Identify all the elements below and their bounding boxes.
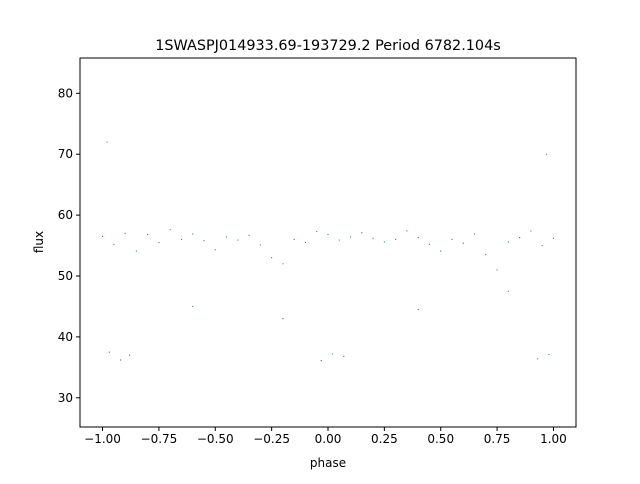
data-point [372,237,374,239]
data-point [108,351,110,353]
data-point [203,240,205,242]
data-point [248,234,250,236]
data-point [304,241,307,244]
data-point [507,290,509,292]
data-point [361,232,363,234]
data-point [331,353,334,355]
y-tick-label: 50 [58,269,73,283]
data-point [282,263,284,265]
data-point [271,257,273,259]
data-point [147,233,149,236]
x-tick-label: 0.75 [484,432,511,446]
data-point [496,269,498,271]
data-point [417,308,419,311]
data-point [169,229,171,231]
data-point [462,242,464,244]
data-point [428,243,431,245]
data-point [282,318,284,320]
data-point [395,238,397,241]
data-point [383,241,385,243]
data-point [237,239,239,241]
data-point [519,237,521,239]
y-tick-label: 40 [58,330,73,344]
y-tick-label: 60 [58,208,73,222]
x-tick-label: −0.50 [197,432,234,446]
data-point [548,353,550,356]
chart-title: 1SWASPJ014933.69-193729.2 Period 6782.10… [155,38,501,54]
data-point [451,238,453,241]
data-point [106,141,108,143]
data-point [537,358,539,360]
x-axis-label: phase [310,456,346,470]
y-tick-label: 80 [58,86,73,100]
x-tick-label: 0.50 [427,432,454,446]
y-axis-label: flux [32,231,46,253]
data-point [135,250,137,252]
data-point [192,305,194,308]
data-point [327,233,329,236]
x-tick-label: 0.25 [371,432,398,446]
data-point [349,236,352,238]
x-tick-label: −1.00 [84,432,121,446]
data-point [546,153,548,155]
y-tick-label: 30 [58,391,73,405]
data-point [113,243,115,245]
data-point [192,233,194,235]
data-point [485,254,487,256]
data-point [440,250,442,252]
data-point [338,239,340,241]
data-point [158,241,160,244]
data-point [293,238,295,241]
data-point [119,359,122,361]
x-tick-label: 1.00 [540,432,567,446]
x-tick-label: −0.25 [253,432,290,446]
y-axis-ticks: 30 40 50 60 70 80 [58,86,80,405]
data-point [406,230,408,232]
data-point [259,244,261,246]
y-tick-label: 70 [58,147,73,161]
data-point [225,236,228,238]
data-point [214,249,216,251]
data-point [316,230,318,233]
data-point [530,230,532,232]
data-point [541,244,543,247]
data-point [101,235,104,238]
data-point [320,360,322,362]
data-point [180,238,183,241]
data-point [129,354,131,356]
data-point [552,237,555,239]
x-tick-label: 0.00 [315,432,342,446]
data-point [507,241,509,243]
data-points [101,141,555,362]
x-axis-ticks: −1.00 −0.75 −0.50 −0.25 0.00 0.25 0.50 0.75 1.00 [84,427,567,446]
data-point [343,355,345,357]
data-point [124,232,126,234]
data-point [417,237,419,239]
data-point [473,233,476,235]
x-tick-label: −0.75 [141,432,178,446]
